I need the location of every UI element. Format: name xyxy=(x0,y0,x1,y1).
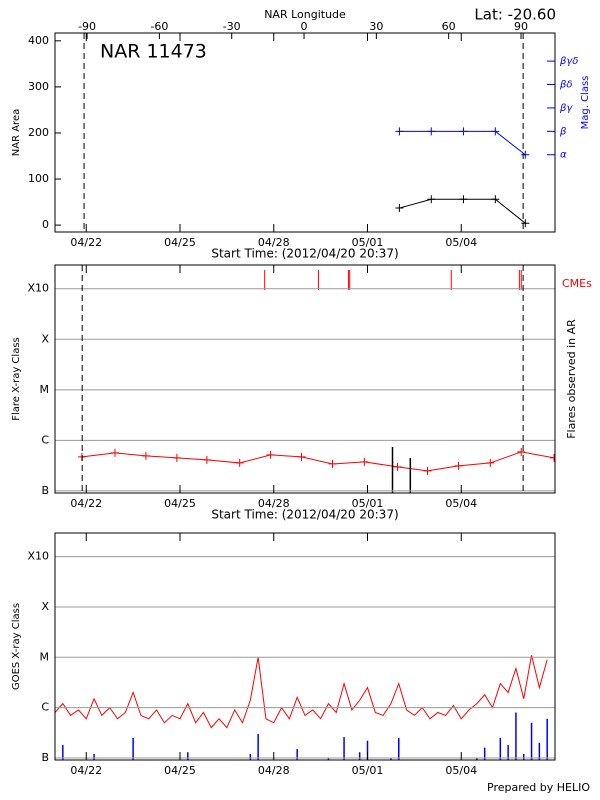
y-axis-title: NAR Area xyxy=(11,109,22,156)
point-marker xyxy=(172,453,181,462)
x-tick-label: 04/22 xyxy=(70,764,102,777)
x2-tick-label: -60 xyxy=(150,20,168,33)
y-tick-label: 400 xyxy=(28,34,49,47)
point-marker xyxy=(395,204,404,213)
plot-area xyxy=(395,127,530,228)
x2-tick-label: 0 xyxy=(301,20,308,33)
y-tick-label: C xyxy=(41,433,49,446)
y-tick-label: M xyxy=(40,650,50,663)
point-marker xyxy=(459,195,468,204)
latitude: Lat: -20.60 xyxy=(474,6,556,24)
x-tick-label: 04/22 xyxy=(70,236,102,249)
y2-tick-label: α xyxy=(560,150,567,161)
series-line xyxy=(399,130,526,156)
cme-label: CMEs xyxy=(562,277,592,290)
x2-axis-title: NAR Longitude xyxy=(264,8,346,21)
point-marker xyxy=(297,452,306,461)
point-marker xyxy=(459,127,468,136)
plot-frame xyxy=(54,532,556,761)
x2-tick-label: -30 xyxy=(223,20,241,33)
point-marker xyxy=(550,453,555,462)
y-tick-label: X xyxy=(41,600,49,613)
y-tick-label: 200 xyxy=(28,126,49,139)
point-marker xyxy=(454,461,463,470)
x-tick-label: 05/04 xyxy=(445,497,477,510)
x-tick-label: 05/04 xyxy=(445,764,477,777)
y-axis-title: GOES X-ray Class xyxy=(11,603,22,690)
point-marker xyxy=(427,195,436,204)
x-tick-label: 05/04 xyxy=(445,236,477,249)
y-tick-label: X xyxy=(41,332,49,345)
point-marker xyxy=(395,127,404,136)
point-marker xyxy=(111,448,119,457)
y-tick-label: B xyxy=(41,751,49,764)
x-tick-label: 04/28 xyxy=(258,236,290,249)
point-marker xyxy=(360,457,369,466)
point-marker xyxy=(423,466,432,475)
point-marker xyxy=(517,447,526,456)
x-tick-label: 04/28 xyxy=(258,497,290,510)
y-tick-label: B xyxy=(41,484,49,497)
x-tick-label: 04/25 xyxy=(164,236,196,249)
point-marker xyxy=(235,458,244,467)
point-marker xyxy=(141,451,150,460)
point-marker xyxy=(427,127,436,136)
x-tick-label: 04/25 xyxy=(164,764,196,777)
x2-tick-label: -90 xyxy=(78,20,96,33)
plot-area xyxy=(77,270,555,493)
y-tick-label: 300 xyxy=(28,80,49,93)
plot-frame xyxy=(54,264,556,494)
y2-tick-label: βγδ xyxy=(559,56,578,67)
y-tick-label: C xyxy=(41,701,49,714)
point-marker xyxy=(328,459,337,468)
y-tick-label: M xyxy=(40,383,50,396)
x-tick-label: 04/28 xyxy=(258,764,290,777)
x-tick-label: 05/01 xyxy=(352,497,384,510)
plot-frame xyxy=(54,32,556,233)
point-marker xyxy=(266,450,275,459)
y-axis-title: Flare X-ray Class xyxy=(11,337,22,421)
y2-axis-title: Mag. Class xyxy=(580,76,591,130)
flare-label: Flares observed in AR xyxy=(565,319,578,439)
y-tick-label: X10 xyxy=(27,550,49,563)
chart-title: NAR 11473 xyxy=(100,41,207,63)
x-tick-label: 05/01 xyxy=(352,236,384,249)
point-marker xyxy=(393,462,402,471)
point-marker xyxy=(491,195,500,204)
footer: Prepared by HELIO xyxy=(487,781,590,794)
x-tick-label: 04/25 xyxy=(164,497,196,510)
x-axis-title: Start Time: (2012/04/20 20:37) xyxy=(211,508,398,522)
y-tick-label: 0 xyxy=(42,218,49,231)
series-line xyxy=(399,198,526,224)
y2-tick-label: βγ xyxy=(559,103,573,114)
series-line xyxy=(81,451,555,472)
series-line xyxy=(55,655,548,729)
point-marker xyxy=(486,458,495,467)
point-marker xyxy=(202,455,211,464)
x-tick-label: 05/01 xyxy=(352,764,384,777)
y2-tick-label: βδ xyxy=(559,80,573,91)
x2-tick-label: 60 xyxy=(442,20,456,33)
x2-tick-label: 90 xyxy=(514,20,528,33)
y2-tick-label: β xyxy=(559,126,567,137)
y-tick-label: X10 xyxy=(27,282,49,295)
point-marker xyxy=(491,127,500,136)
x-tick-label: 04/22 xyxy=(70,497,102,510)
x2-tick-label: 30 xyxy=(369,20,383,33)
y-tick-label: 100 xyxy=(28,172,49,185)
x-axis-title: Start Time: (2012/04/20 20:37) xyxy=(211,247,398,261)
